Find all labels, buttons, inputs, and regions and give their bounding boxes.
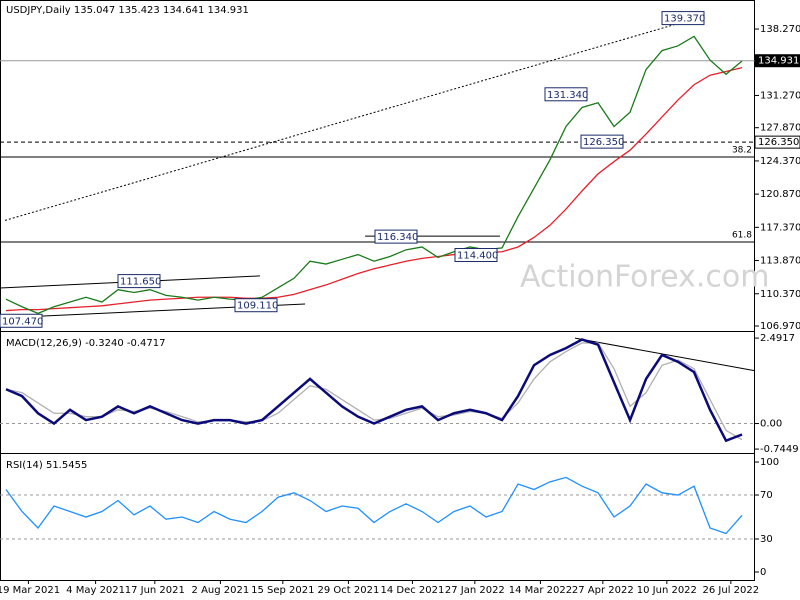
- level-box: [544, 87, 588, 102]
- level-box: [117, 274, 161, 289]
- panel-title: RSI(14) 51.5455: [6, 460, 87, 471]
- trend-line: [4, 19, 691, 221]
- x-tick-label: 15 Sep 2021: [251, 585, 314, 596]
- y-tick-label: 113.870: [760, 256, 800, 267]
- price-box-label: 126.350: [758, 137, 799, 148]
- series-line: [5, 67, 743, 312]
- series-line: [5, 342, 743, 441]
- level-box: [661, 11, 705, 26]
- panel-title: USDJPY,Daily 135.047 135.423 134.641 134…: [6, 5, 249, 16]
- x-tick-label: 19 Mar 2021: [0, 585, 60, 596]
- y-tick-label: 70: [760, 490, 773, 501]
- x-tick-label: 29 Oct 2021: [318, 585, 380, 596]
- x-tick-label: 10 Jun 2022: [637, 585, 697, 596]
- level-label: 111.650: [120, 277, 161, 288]
- price-box: [754, 135, 800, 149]
- series-line: [5, 35, 743, 315]
- y-tick-label: 0.00: [760, 419, 782, 430]
- level-label: 139.370: [664, 14, 705, 25]
- y-tick-label: 138.270: [760, 24, 800, 35]
- level-label: 109.110: [237, 301, 278, 312]
- panel-title: MACD(12,26,9) -0.3240 -0.4717: [6, 338, 166, 349]
- series-line: [5, 338, 743, 443]
- frame: [0, 0, 755, 581]
- x-tick-label: 26 Jul 2022: [703, 585, 760, 596]
- y-tick-label: 110.370: [760, 289, 800, 300]
- level-label: 114.400: [457, 251, 498, 262]
- level-box: [580, 134, 624, 149]
- y-tick-label: 106.970: [760, 321, 800, 332]
- fib-label: 38.2: [732, 146, 752, 156]
- level-box: [0, 313, 43, 328]
- y-tick-label: 0: [760, 567, 766, 578]
- level-label: 131.340: [547, 90, 588, 101]
- series-line: [5, 476, 743, 535]
- y-tick-label: 124.370: [760, 156, 800, 167]
- level-label: 126.350: [583, 137, 624, 148]
- y-tick-label: -0.7449: [760, 444, 799, 455]
- level-label: 107.470: [2, 316, 43, 327]
- x-tick-label: 14 Dec 2021: [380, 585, 444, 596]
- y-tick-label: 120.870: [760, 189, 800, 200]
- watermark: ActionForex.com: [520, 260, 769, 295]
- price-box: [754, 54, 800, 68]
- x-tick-label: 2 Aug 2021: [192, 585, 250, 596]
- level-box: [374, 229, 418, 244]
- y-tick-label: 131.270: [760, 90, 800, 101]
- x-tick-label: 4 May 2021: [66, 585, 125, 596]
- y-tick-label: 117.370: [760, 222, 800, 233]
- fib-label: 61.8: [732, 230, 752, 240]
- level-box: [454, 248, 498, 263]
- price-box-label: 134.931: [758, 56, 799, 67]
- level-box: [234, 298, 278, 313]
- x-tick-label: 27 Apr 2022: [572, 585, 634, 596]
- level-label: 116.340: [377, 232, 418, 243]
- y-tick-label: 100: [760, 457, 779, 468]
- y-tick-label: 30: [760, 534, 773, 545]
- x-tick-label: 14 Mar 2022: [509, 585, 572, 596]
- x-tick-label: 17 Jun 2021: [125, 585, 185, 596]
- x-tick-label: 27 Jan 2022: [445, 585, 505, 596]
- y-tick-label: 2.4917: [760, 333, 795, 344]
- trend-line: [574, 337, 756, 372]
- y-tick-label: 127.870: [760, 123, 800, 134]
